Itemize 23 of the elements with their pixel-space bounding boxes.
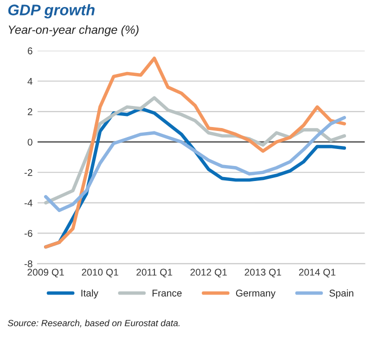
x-tick-label: 2010 Q1 — [82, 268, 118, 278]
x-tick-label: 2013 Q1 — [244, 268, 282, 278]
y-tick-label: 6 — [28, 47, 32, 54]
y-tick-label: 4 — [28, 78, 32, 85]
y-tick-label: -8 — [24, 260, 32, 268]
legend-label: France — [152, 290, 182, 297]
line-series — [44, 116, 346, 212]
chart-title: GDP growth — [8, 4, 95, 18]
legend-label: Spain — [329, 289, 354, 298]
line-series — [44, 56, 346, 249]
x-tick-label: 2011 Q1 — [136, 268, 172, 278]
y-tick-label: 0 — [28, 138, 32, 146]
legend-label: Germany — [236, 290, 276, 298]
x-tick-label: 2012 Q1 — [190, 268, 227, 278]
y-tick-label: -6 — [24, 230, 32, 237]
x-tick-label: 2009 Q1 — [28, 268, 64, 278]
source-note: Source: Research, based on Eurostat data. — [8, 320, 180, 328]
y-tick-label: 2 — [28, 108, 32, 116]
x-tick-label: 2014 Q1 — [299, 268, 336, 278]
y-tick-label: -4 — [24, 200, 32, 206]
legend-label: Italy — [81, 289, 98, 298]
y-tick-label: -2 — [24, 169, 32, 176]
chart-subtitle: Year-on-year change (%) — [8, 25, 139, 36]
